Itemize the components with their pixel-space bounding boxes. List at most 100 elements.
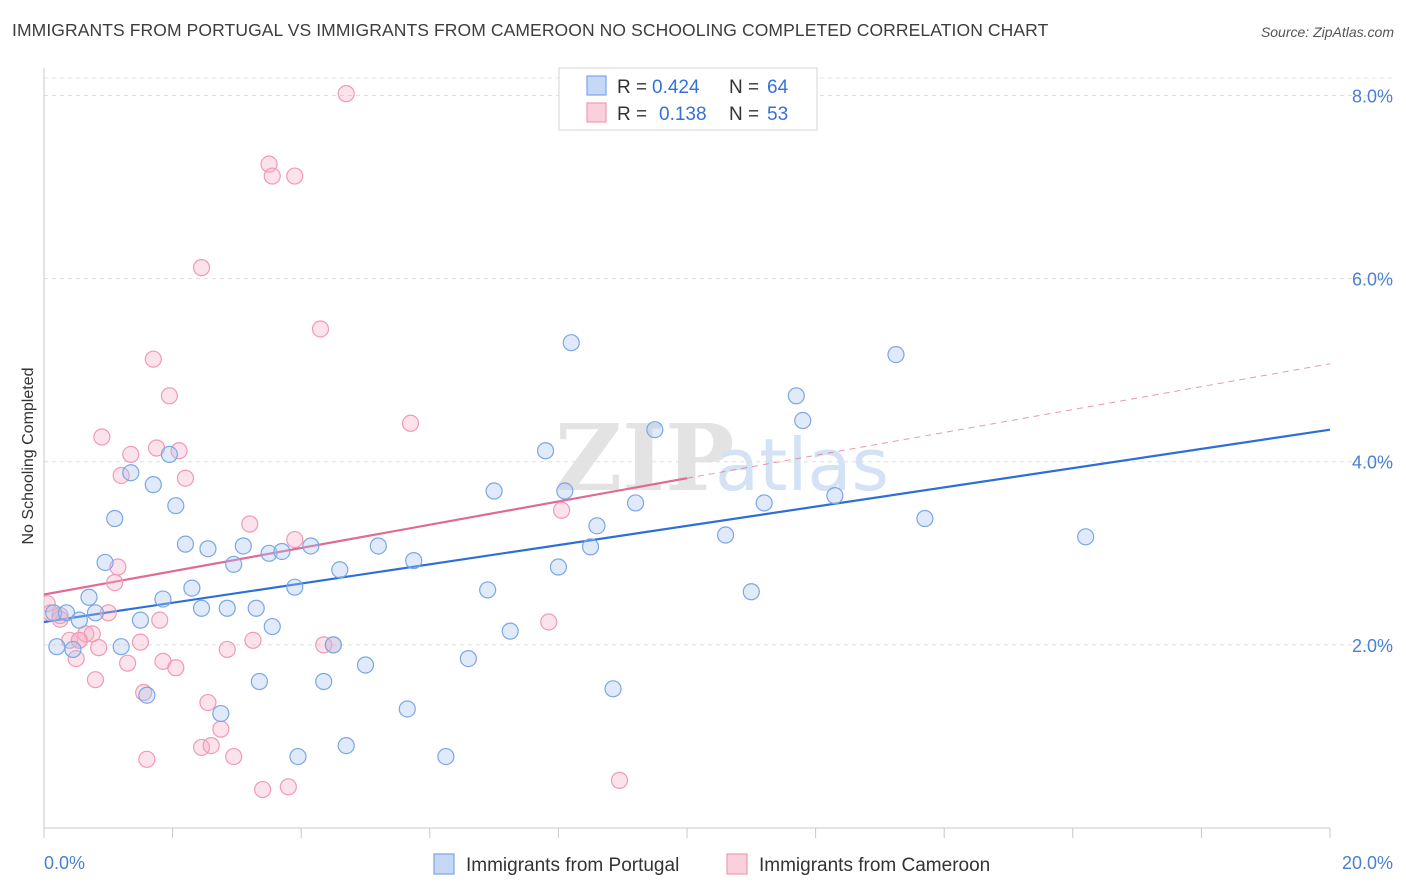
- point-cameroon: [176, 469, 195, 487]
- point-portugal: [263, 617, 281, 636]
- point-portugal: [225, 555, 243, 573]
- point-cameroon: [263, 167, 281, 185]
- point-portugal: [556, 482, 574, 500]
- point-portugal: [48, 638, 66, 656]
- legend-n-value-1: 64: [767, 77, 789, 98]
- y-tick-label: 2.0%: [1352, 636, 1393, 656]
- x-tick-min: 0.0%: [44, 853, 85, 873]
- watermark-zip: ZIP: [555, 404, 734, 512]
- point-portugal: [398, 700, 416, 718]
- point-portugal: [646, 421, 664, 439]
- bottom-legend-swatch-portugal: [433, 853, 455, 875]
- point-portugal: [794, 411, 812, 430]
- point-cameroon: [244, 631, 262, 649]
- point-portugal: [826, 487, 844, 505]
- point-portugal: [64, 640, 82, 659]
- point-portugal: [501, 622, 519, 640]
- point-portugal: [183, 579, 201, 597]
- point-cameroon: [118, 654, 137, 672]
- y-tick-labels: 2.0% 4.0% 6.0% 8.0%: [1352, 86, 1393, 655]
- point-cameroon: [131, 633, 150, 651]
- point-portugal: [192, 599, 211, 617]
- trendline-portugal: [44, 428, 1331, 624]
- bottom-legend-cameroon: Immigrants from Cameroon: [759, 855, 990, 876]
- point-portugal: [562, 334, 580, 352]
- point-portugal: [57, 604, 76, 622]
- y-tick-label: 4.0%: [1352, 453, 1393, 473]
- point-portugal: [286, 578, 304, 596]
- point-portugal: [356, 656, 375, 674]
- legend-swatch-cameroon: [586, 102, 607, 123]
- y-tick-label: 8.0%: [1352, 86, 1393, 106]
- point-portugal: [218, 599, 236, 617]
- point-cameroon: [167, 659, 185, 677]
- legend-n-value-2: 53: [767, 104, 788, 125]
- point-portugal: [212, 704, 230, 723]
- point-portugal: [604, 680, 622, 698]
- trendline-cameroon: [44, 477, 688, 596]
- point-portugal: [369, 537, 387, 555]
- point-cameroon: [199, 693, 217, 712]
- point-portugal: [96, 553, 114, 572]
- source-label: Source: ZipAtlas.com: [1260, 24, 1394, 40]
- point-portugal: [405, 552, 423, 570]
- point-cameroon: [122, 445, 140, 464]
- point-portugal: [289, 747, 307, 766]
- axes: [43, 68, 1331, 838]
- point-portugal: [742, 583, 760, 601]
- point-portugal: [86, 604, 105, 622]
- point-portugal: [70, 611, 88, 629]
- point-portugal: [138, 686, 156, 704]
- gridlines: [44, 77, 1393, 646]
- point-portugal: [122, 464, 140, 482]
- point-portugal: [247, 599, 265, 617]
- series-legend: Immigrants from Portugal Immigrants from…: [433, 853, 990, 876]
- point-portugal: [234, 537, 252, 555]
- point-portugal: [144, 476, 162, 494]
- point-portugal: [459, 650, 477, 668]
- point-cameroon: [225, 747, 243, 766]
- legend-n-label-1: N =: [729, 77, 759, 98]
- point-cameroon: [144, 350, 162, 368]
- point-portugal: [112, 638, 130, 656]
- point-portugal: [916, 509, 934, 528]
- point-cameroon: [170, 442, 188, 460]
- point-cameroon: [212, 720, 230, 738]
- point-portugal: [260, 544, 278, 562]
- point-portugal: [324, 636, 342, 654]
- point-portugal: [250, 672, 269, 691]
- point-portugal: [626, 494, 645, 512]
- point-cameroon: [202, 736, 220, 755]
- point-portugal: [167, 497, 185, 515]
- point-portugal: [485, 482, 503, 500]
- point-portugal: [331, 561, 349, 579]
- point-portugal: [581, 538, 600, 556]
- bottom-legend-portugal: Immigrants from Portugal: [466, 855, 679, 876]
- point-cameroon: [218, 640, 236, 659]
- point-cameroon: [70, 631, 88, 649]
- point-cameroon: [77, 625, 95, 643]
- point-cameroon: [540, 613, 558, 631]
- trendline-cameroon-extension: [686, 363, 1331, 479]
- point-portugal: [176, 535, 195, 553]
- point-cameroon: [138, 750, 156, 768]
- point-cameroon: [279, 778, 297, 796]
- point-portugal: [106, 509, 124, 528]
- point-cameroon: [151, 611, 169, 629]
- point-cameroon: [610, 771, 629, 789]
- point-portugal: [302, 537, 320, 555]
- point-cameroon: [311, 320, 330, 338]
- point-portugal: [131, 611, 150, 629]
- point-portugal: [479, 581, 497, 599]
- point-portugal: [337, 736, 355, 755]
- point-cameroon: [109, 558, 127, 576]
- point-portugal: [273, 542, 291, 561]
- point-portugal: [716, 526, 735, 544]
- point-cameroon: [135, 683, 153, 702]
- point-portugal: [1077, 528, 1095, 546]
- legend-r-label-1: R =: [617, 77, 647, 98]
- point-cameroon: [93, 428, 111, 446]
- point-cameroon: [241, 515, 259, 533]
- point-cameroon: [112, 466, 130, 485]
